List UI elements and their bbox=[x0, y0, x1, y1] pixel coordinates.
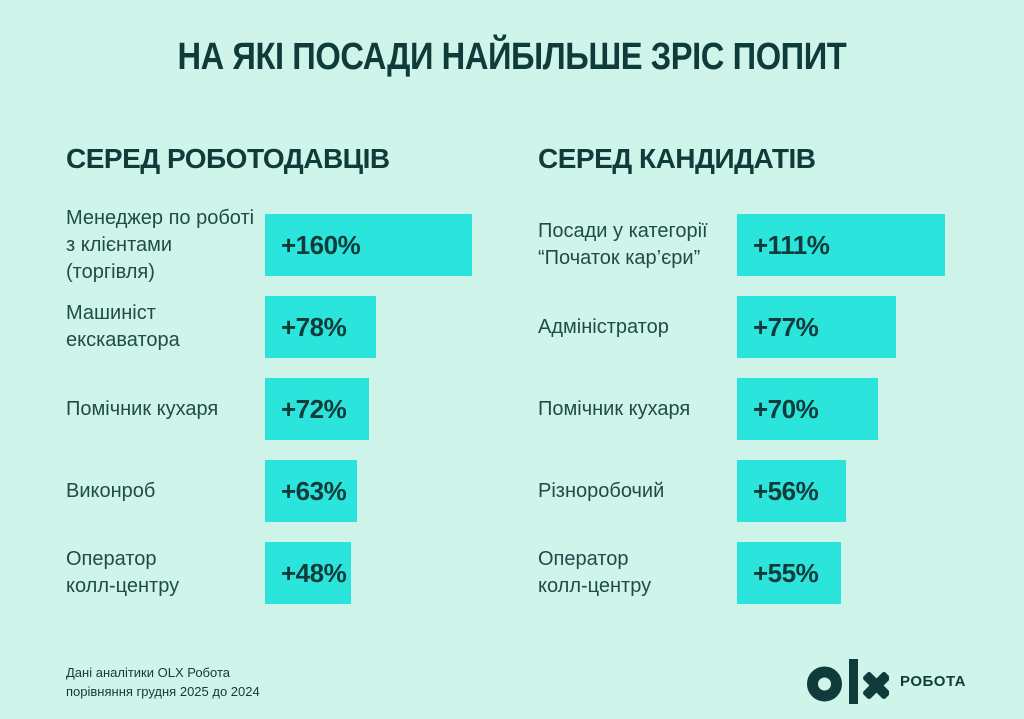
bar-value: +56% bbox=[753, 475, 819, 506]
footer-line-2: порівняння грудня 2025 до 2024 bbox=[66, 684, 260, 699]
olx-logo: РОБОТА bbox=[807, 659, 966, 704]
bar-value: +48% bbox=[281, 557, 347, 588]
chart-row: Машиніст екскаватора +78% bbox=[66, 296, 506, 358]
bar: +160% bbox=[265, 214, 472, 276]
row-label: Помічник кухаря bbox=[66, 397, 219, 420]
bar: +55% bbox=[737, 542, 841, 604]
bar-value: +55% bbox=[753, 557, 819, 588]
bar: +78% bbox=[265, 296, 376, 358]
chart-row: Помічник кухаря +72% bbox=[66, 378, 506, 440]
footer-note: Дані аналітики OLX Робота порівняння гру… bbox=[66, 663, 260, 701]
chart-row: Посади у категорії “Початок кар’єри” +11… bbox=[538, 214, 978, 276]
row-label: Адміністратор bbox=[538, 315, 669, 338]
bar-value: +77% bbox=[753, 311, 819, 342]
chart-row: Виконроб +63% bbox=[66, 460, 506, 522]
olx-logo-icon bbox=[807, 659, 890, 704]
bar-value: +72% bbox=[281, 393, 347, 424]
bar: +56% bbox=[737, 460, 846, 522]
row-label: Різноробочий bbox=[538, 479, 665, 502]
chart-row: Оператор колл-центру +55% bbox=[538, 542, 978, 604]
logo-suffix-label: РОБОТА bbox=[900, 673, 966, 690]
chart-row: Оператор колл-центру +48% bbox=[66, 542, 506, 604]
chart-row: Менеджер по роботі з клієнтами (торгівля… bbox=[66, 207, 506, 283]
row-label: Менеджер по роботі з клієнтами (торгівля… bbox=[66, 206, 255, 283]
column-heading-candidates: СЕРЕД КАНДИДАТІВ bbox=[538, 143, 816, 174]
chart-row: Помічник кухаря +70% bbox=[538, 378, 978, 440]
chart-rows-candidates: Посади у категорії “Початок кар’єри” +11… bbox=[538, 214, 978, 604]
bar-value: +63% bbox=[281, 475, 347, 506]
bar-value: +70% bbox=[753, 393, 819, 424]
bar: +48% bbox=[265, 542, 351, 604]
row-label: Посади у категорії “Початок кар’єри” bbox=[538, 220, 708, 269]
bar: +111% bbox=[737, 214, 945, 276]
footer-line-1: Дані аналітики OLX Робота bbox=[66, 665, 230, 680]
bar-value: +111% bbox=[753, 229, 830, 260]
row-label: Оператор колл-центру bbox=[538, 548, 652, 597]
chart-rows-employers: Менеджер по роботі з клієнтами (торгівля… bbox=[66, 207, 506, 604]
bar: +77% bbox=[737, 296, 896, 358]
column-candidates: СЕРЕД КАНДИДАТІВ Посади у категорії “Поч… bbox=[538, 143, 978, 624]
bar: +63% bbox=[265, 460, 357, 522]
column-employers: СЕРЕД РОБОТОДАВЦІВ Менеджер по роботі з … bbox=[66, 143, 506, 624]
column-heading-employers: СЕРЕД РОБОТОДАВЦІВ bbox=[66, 143, 390, 174]
chart-row: Адміністратор +77% bbox=[538, 296, 978, 358]
bar: +72% bbox=[265, 378, 369, 440]
row-label: Машиніст екскаватора bbox=[66, 302, 180, 351]
row-label: Виконроб bbox=[66, 479, 156, 502]
bar: +70% bbox=[737, 378, 878, 440]
title-wrap: НА ЯКІ ПОСАДИ НАЙБІЛЬШЕ ЗРІС ПОПИТ bbox=[0, 36, 1024, 79]
page-title: НА ЯКІ ПОСАДИ НАЙБІЛЬШЕ ЗРІС ПОПИТ bbox=[177, 36, 847, 78]
bar-value: +78% bbox=[281, 311, 347, 342]
chart-row: Різноробочий +56% bbox=[538, 460, 978, 522]
row-label: Помічник кухаря bbox=[538, 397, 691, 420]
bar-value: +160% bbox=[281, 229, 361, 260]
row-label: Оператор колл-центру bbox=[66, 548, 180, 597]
